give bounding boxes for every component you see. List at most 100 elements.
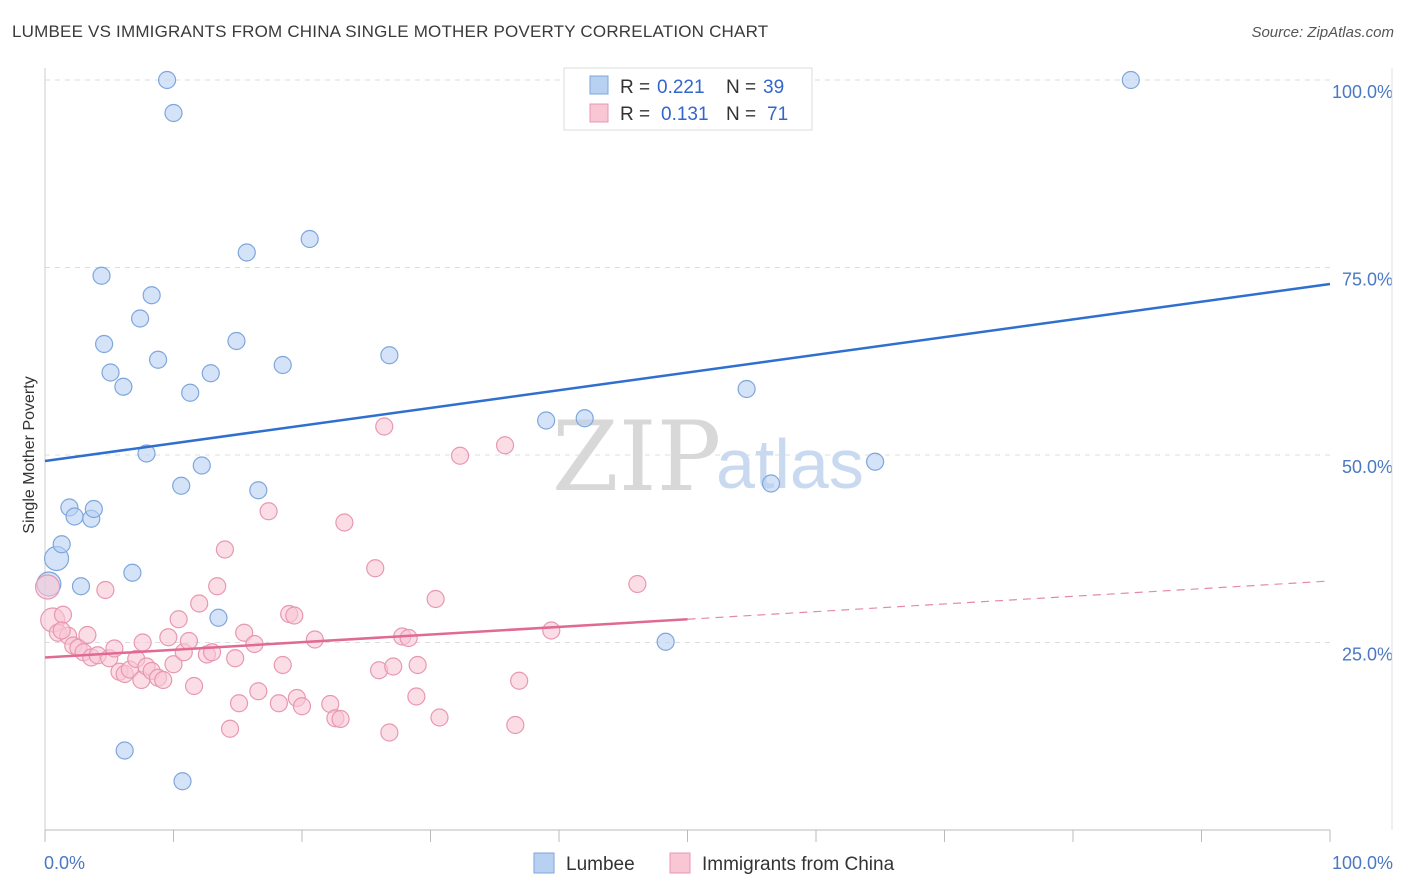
lumbee-point bbox=[537, 411, 556, 430]
china-point bbox=[375, 417, 394, 436]
china-point bbox=[273, 655, 292, 675]
trend-layer bbox=[44, 282, 1331, 659]
watermark-atlas: atlas bbox=[716, 425, 864, 503]
china-point bbox=[628, 574, 647, 594]
china-trend-line bbox=[44, 618, 688, 659]
lumbee-point bbox=[237, 243, 256, 262]
china-point bbox=[399, 628, 418, 648]
china-point bbox=[249, 682, 268, 701]
lumbee-point bbox=[101, 363, 120, 382]
legend-lumbee-swatch bbox=[589, 75, 609, 95]
bottom-legend-lumbee-label: Lumbee bbox=[566, 854, 635, 875]
chart-source: Source: ZipAtlas.com bbox=[1251, 24, 1394, 41]
lumbee-point bbox=[300, 229, 319, 249]
legend-lumbee-n-value: 39 bbox=[763, 77, 784, 98]
x-tick-label: 100.0% bbox=[1332, 853, 1393, 873]
lumbee-point bbox=[65, 507, 84, 526]
china-point bbox=[226, 649, 245, 668]
china-point bbox=[426, 589, 445, 609]
china-point bbox=[52, 621, 71, 640]
y-tick-label: 50.0% bbox=[1342, 457, 1393, 477]
china-point bbox=[506, 715, 525, 735]
lumbee-point bbox=[130, 309, 150, 328]
y-tick-label: 100.0% bbox=[1332, 82, 1393, 102]
china-point bbox=[305, 630, 324, 649]
legend-china-n-value: 71 bbox=[767, 104, 788, 125]
china-point bbox=[179, 631, 199, 651]
lumbee-point bbox=[157, 70, 177, 90]
lumbee-trend-line bbox=[44, 282, 1331, 463]
x-tick-label: 0.0% bbox=[44, 853, 85, 873]
watermark: ZIP atlas bbox=[552, 401, 864, 513]
china-point bbox=[169, 610, 188, 629]
china-point bbox=[259, 502, 278, 521]
lumbee-point bbox=[656, 632, 675, 651]
china-point bbox=[154, 670, 173, 690]
china-point bbox=[269, 694, 288, 713]
china-point bbox=[78, 625, 97, 645]
lumbee-point bbox=[52, 535, 71, 554]
china-point bbox=[164, 655, 183, 674]
china-point bbox=[366, 559, 385, 578]
lumbee-point bbox=[1121, 70, 1140, 90]
china-point bbox=[184, 676, 204, 696]
lumbee-point bbox=[192, 456, 211, 475]
lumbee-point bbox=[761, 474, 781, 493]
points-layer bbox=[34, 70, 1140, 791]
china-point bbox=[159, 628, 178, 647]
china-point bbox=[407, 687, 426, 706]
lumbee-point bbox=[249, 481, 268, 500]
china-point bbox=[208, 577, 227, 596]
lumbee-point bbox=[181, 383, 200, 402]
china-point bbox=[220, 719, 240, 738]
china-point bbox=[235, 623, 254, 642]
china-point bbox=[335, 513, 354, 532]
china-point bbox=[430, 708, 449, 727]
lumbee-point bbox=[380, 346, 399, 365]
legend-china-swatch bbox=[589, 103, 609, 123]
lumbee-point bbox=[71, 577, 91, 596]
y-axis-label: Single Mother Poverty bbox=[21, 376, 38, 533]
lumbee-point bbox=[172, 476, 191, 495]
legend-china-r-label: R = bbox=[620, 104, 650, 125]
china-point bbox=[331, 709, 350, 729]
china-point bbox=[215, 540, 234, 559]
bottom-legend: Lumbee Immigrants from China bbox=[533, 852, 895, 875]
lumbee-point bbox=[84, 499, 103, 519]
lumbee-point bbox=[92, 266, 111, 285]
lumbee-point bbox=[866, 452, 885, 471]
bottom-legend-lumbee-swatch bbox=[533, 852, 555, 874]
china-point bbox=[408, 655, 427, 675]
y-tick-label: 25.0% bbox=[1342, 645, 1393, 665]
lumbee-point bbox=[227, 331, 246, 351]
lumbee-point bbox=[201, 364, 220, 383]
legend-china-n-label: N = bbox=[726, 104, 756, 125]
china-point bbox=[495, 436, 515, 455]
china-point bbox=[450, 446, 470, 465]
grid-layer bbox=[45, 79, 1330, 643]
china-point bbox=[285, 606, 304, 625]
lumbee-point bbox=[123, 563, 142, 582]
china-point bbox=[96, 580, 115, 600]
bottom-legend-china-label: Immigrants from China bbox=[702, 854, 895, 875]
china-point bbox=[380, 723, 399, 742]
lumbee-point bbox=[142, 286, 161, 305]
legend-lumbee-r-label: R = bbox=[620, 77, 650, 98]
y-tick-label: 75.0% bbox=[1342, 270, 1393, 290]
lumbee-point bbox=[737, 379, 756, 399]
lumbee-point bbox=[148, 350, 168, 369]
legend-lumbee-n-label: N = bbox=[726, 77, 756, 98]
china-point bbox=[510, 671, 529, 690]
chart-title: LUMBEE VS IMMIGRANTS FROM CHINA SINGLE M… bbox=[12, 22, 769, 41]
lumbee-point bbox=[173, 772, 192, 791]
china-point bbox=[133, 633, 152, 652]
china-point bbox=[292, 697, 312, 716]
china-trend-line-extension bbox=[687, 580, 1331, 620]
china-point bbox=[190, 594, 209, 613]
lumbee-point bbox=[273, 355, 292, 375]
lumbee-point bbox=[115, 741, 134, 760]
china-point bbox=[384, 657, 403, 676]
china-point bbox=[229, 694, 249, 713]
lumbee-point bbox=[114, 377, 133, 396]
